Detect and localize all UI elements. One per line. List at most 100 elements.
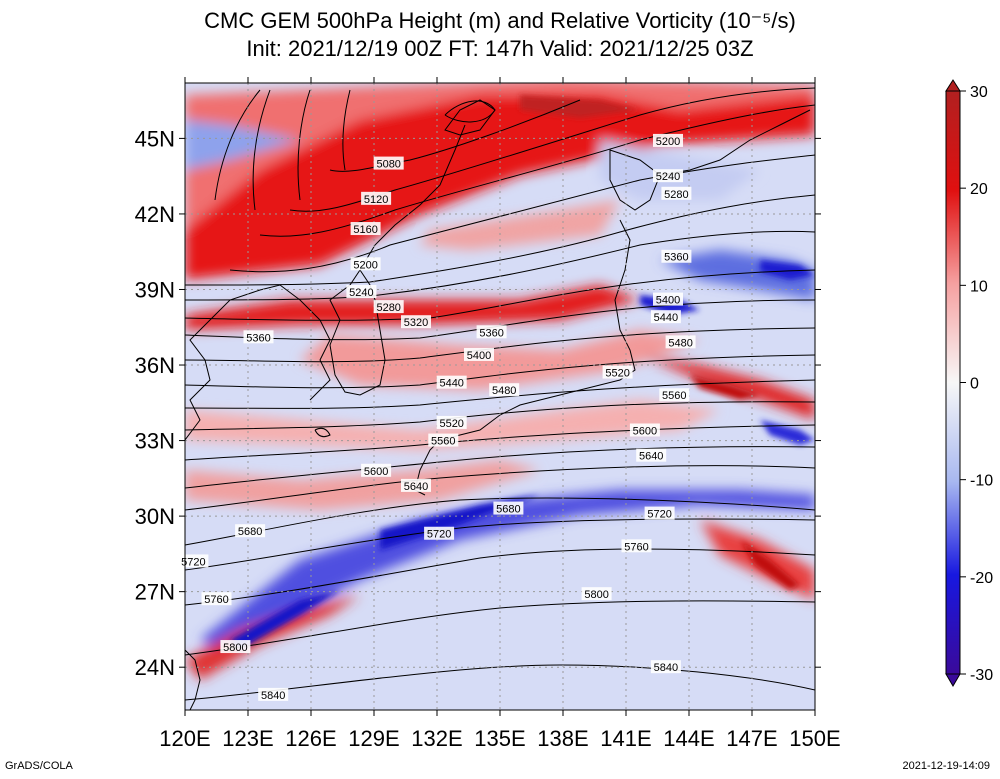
map-axes: 120E 123E 126E 129E 132E 135E 138E 141E 144E 147E… (135, 77, 841, 751)
lon-label: 129E (348, 726, 399, 751)
contour-label-bg (436, 375, 467, 389)
contour-label-bg (258, 687, 289, 701)
footer-timestamp: 2021-12-19-14:09 (902, 760, 990, 772)
contour-label-bg (346, 285, 377, 298)
contour-label: 5360 (243, 330, 274, 344)
contour-label-text: 5840 (261, 690, 285, 702)
contour-label: 5080 (373, 156, 404, 171)
contour-label-bg (235, 524, 266, 538)
contour-label-text: 5240 (656, 171, 680, 183)
lat-label: 45N (135, 126, 175, 151)
lon-label: 138E (537, 726, 588, 751)
contour-label: 5360 (661, 249, 692, 264)
contour-label-bg (361, 463, 392, 477)
lat-label: 42N (135, 202, 175, 227)
contour-label: 5600 (629, 423, 660, 437)
contour-label-bg (424, 526, 455, 540)
contour-label-text: 5240 (349, 287, 373, 299)
contour-label: 5280 (661, 186, 692, 201)
contour-label-text: 5440 (439, 378, 463, 390)
contour-label: 5760 (621, 539, 652, 553)
lon-label: 132E (411, 726, 462, 751)
contour-label-text: 5120 (364, 194, 388, 206)
contour-label-bg (401, 478, 431, 492)
contour-label-text: 5400 (656, 295, 680, 307)
contour-label-text: 5360 (479, 327, 503, 339)
contour-label: 5840 (650, 660, 681, 674)
vorticity-map: 5080512051605200520052405240528052805320… (135, 77, 993, 751)
map-title: CMC GEM 500hPa Height (m) and Relative V… (204, 8, 796, 33)
contour-label: 5720 (644, 506, 675, 521)
contour-label-bg (653, 292, 683, 306)
contour-label-bg (665, 335, 696, 349)
lat-label: 30N (135, 504, 175, 529)
colorbar-gradient (945, 90, 961, 675)
contour-label: 5760 (201, 592, 232, 606)
contour-label: 5800 (220, 640, 251, 654)
contour-label-text: 5360 (246, 332, 270, 344)
contour-label-bg (659, 388, 690, 402)
colorbar-bottom-arrow (945, 673, 961, 687)
coastline (185, 99, 811, 710)
lon-label: 147E (726, 726, 777, 751)
contour-label: 5200 (350, 257, 381, 271)
contour-label-bg (361, 191, 392, 205)
lat-label: 39N (135, 277, 175, 302)
lat-label: 33N (135, 429, 175, 454)
contour-label-bg (650, 310, 681, 324)
colorbar-label: -10 (970, 473, 993, 490)
lon-label: 120E (159, 726, 210, 751)
colorbar: 30 20 10 0 -10 -20 -30 (945, 79, 993, 687)
contour-label: 5320 (401, 315, 431, 329)
contour-labels: 5080512051605200520052405240528052805320… (178, 133, 696, 702)
lat-label: 24N (135, 655, 175, 680)
contour-label-bg (243, 330, 274, 344)
contour-label-text: 5280 (376, 302, 400, 314)
contour-label: 5200 (653, 133, 683, 148)
contour-label-text: 5720 (181, 556, 205, 568)
contour-label-text: 5560 (431, 436, 455, 448)
contour-label-bg (653, 169, 683, 183)
contour-label-bg (661, 186, 692, 200)
contour-label-bg (629, 423, 660, 437)
map-subtitle: Init: 2021/12/19 00Z FT: 147h Valid: 202… (246, 36, 754, 61)
contour-label: 5400 (464, 347, 494, 362)
contour-label-text: 5160 (353, 224, 377, 236)
contour-label-text: 5360 (664, 252, 688, 264)
contour-label-text: 5720 (647, 509, 671, 521)
contour-label: 5640 (636, 448, 667, 463)
contour-label-text: 5320 (404, 317, 428, 329)
contour-label-bg (602, 365, 633, 379)
contour-label: 5840 (258, 687, 289, 702)
contour-label-text: 5640 (404, 481, 428, 493)
contour-label: 5720 (178, 554, 209, 568)
contour-label: 5360 (476, 325, 507, 339)
colorbar-label: 0 (970, 376, 979, 393)
contour-label: 5560 (428, 433, 459, 448)
contour-label-text: 5480 (668, 337, 692, 349)
contour-label-text: 5840 (654, 662, 678, 674)
contour-label-text: 5680 (238, 526, 262, 538)
colorbar-label: 30 (970, 84, 988, 101)
contour-label: 5240 (653, 169, 683, 183)
contour-label-text: 5800 (584, 589, 608, 601)
colorbar-label: -20 (970, 570, 993, 587)
contour-label-text: 5200 (353, 259, 377, 271)
contour-label-text: 5640 (639, 451, 663, 463)
contour-label-bg (653, 133, 683, 147)
contour-label: 5440 (650, 310, 681, 324)
lon-label: 150E (789, 726, 840, 751)
contour-label: 5640 (401, 478, 431, 493)
lat-label: 36N (135, 353, 175, 378)
contour-label-text: 5800 (223, 642, 247, 654)
contour-label-bg (350, 257, 381, 271)
contour-label: 5480 (489, 383, 520, 397)
footer-credit: GrADS/COLA (5, 760, 73, 772)
contour-label: 5800 (581, 587, 612, 601)
contour-label-bg (401, 315, 431, 329)
contour-label-bg (581, 587, 612, 601)
lon-label: 141E (600, 726, 651, 751)
contour-label-text: 5600 (364, 466, 388, 478)
contour-label-bg (220, 640, 251, 654)
contour-label-bg (428, 433, 459, 447)
